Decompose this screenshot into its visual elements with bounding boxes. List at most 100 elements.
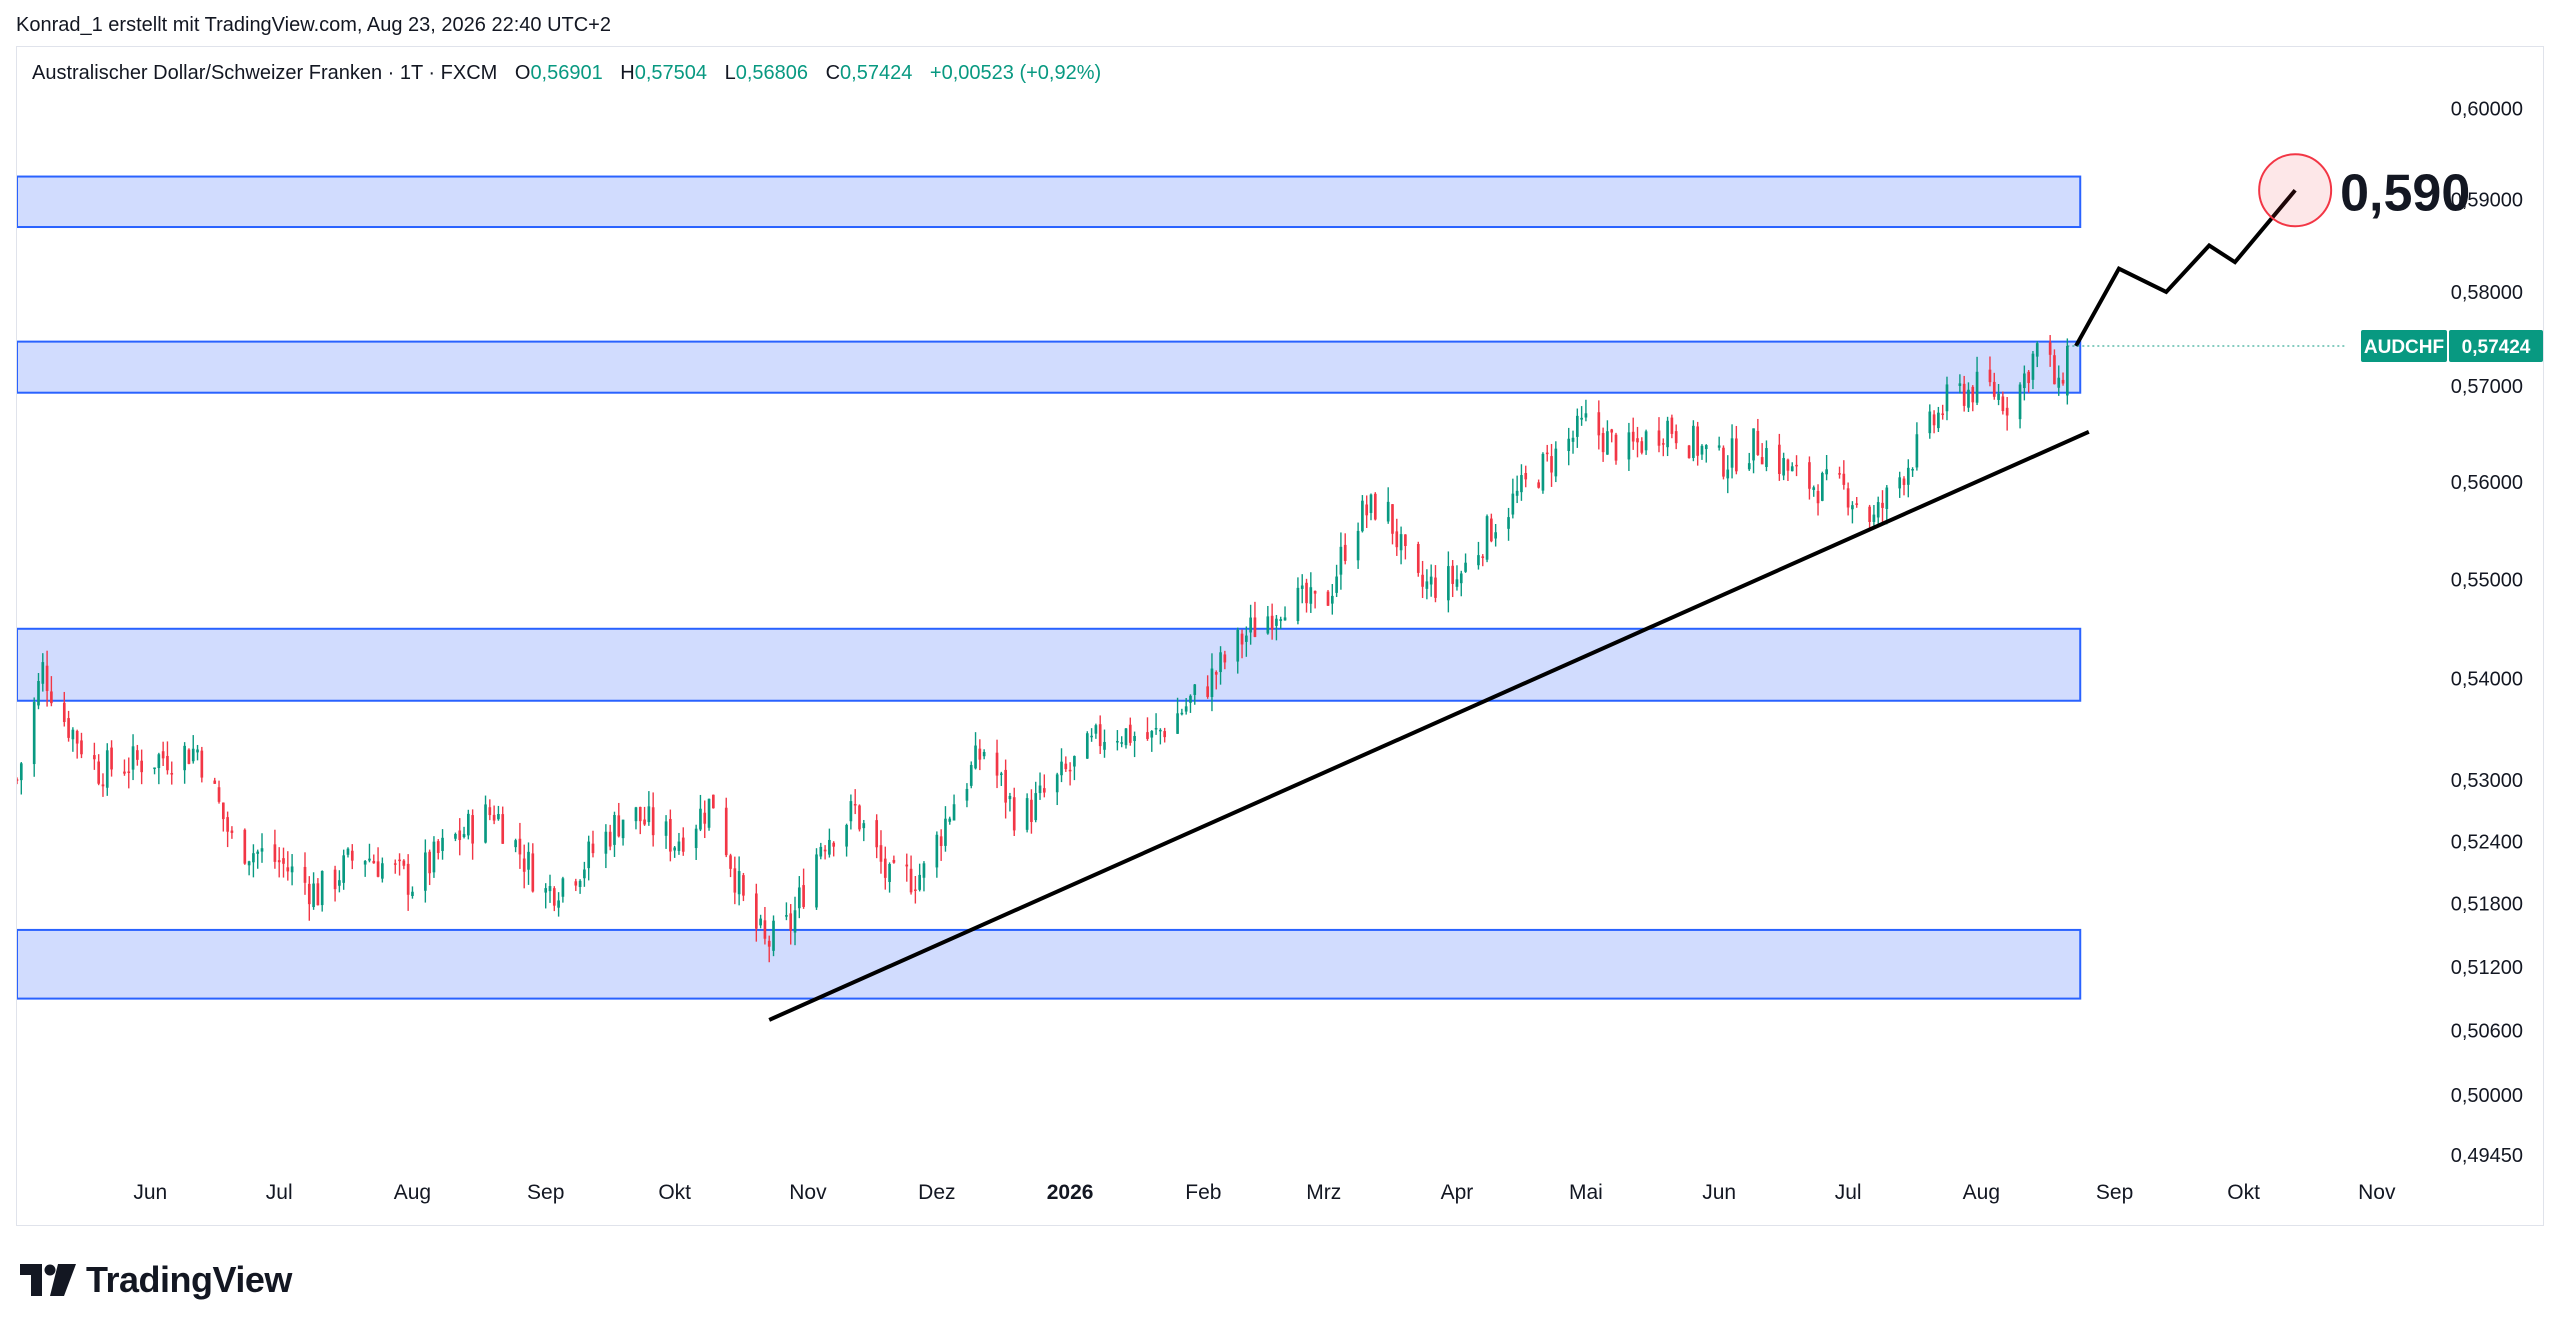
candle-body bbox=[1700, 445, 1704, 455]
candle-body bbox=[1219, 652, 1222, 673]
candle-body bbox=[436, 841, 440, 853]
candle-body bbox=[1404, 534, 1407, 547]
candle-body bbox=[17, 779, 19, 781]
candle-body bbox=[1434, 577, 1437, 598]
candle-body bbox=[712, 794, 715, 809]
candle-body bbox=[312, 883, 315, 908]
candle-body bbox=[724, 807, 728, 856]
candle-body bbox=[1937, 412, 1940, 429]
candle-body bbox=[1554, 448, 1558, 477]
x-axis-tick-label: Apr bbox=[1441, 1181, 1474, 1204]
candle-body bbox=[123, 771, 126, 774]
candle-body bbox=[1343, 544, 1347, 561]
candle-body bbox=[277, 860, 281, 863]
candle-body bbox=[677, 841, 681, 851]
candle-body bbox=[243, 829, 247, 864]
symbol-legend[interactable]: Australischer Dollar/Schweizer Franken ·… bbox=[32, 62, 1101, 85]
tradingview-logo[interactable]: TradingView bbox=[20, 1258, 292, 1302]
chart-panel[interactable]: 0,590 0,60000 0,59000 0,58000 0,57000 0,56000… bbox=[16, 46, 2544, 1226]
candle-body bbox=[316, 883, 320, 906]
candle-body bbox=[454, 834, 457, 839]
candle-body bbox=[737, 871, 741, 895]
candle-body bbox=[1399, 534, 1403, 551]
candle-body bbox=[1730, 438, 1734, 468]
candle-body bbox=[548, 886, 552, 892]
candle-body bbox=[1313, 590, 1317, 594]
candle-body bbox=[1902, 478, 1906, 485]
candle-body bbox=[488, 807, 492, 816]
candle-body bbox=[1717, 445, 1721, 448]
candle-body bbox=[1580, 417, 1583, 420]
candle-body bbox=[441, 837, 444, 851]
candle-body bbox=[402, 860, 406, 866]
price-chart[interactable]: 0,590 0,60000 0,59000 0,58000 0,57000 0,56000… bbox=[17, 47, 2543, 1225]
candle-body bbox=[1765, 448, 1768, 468]
candle-body bbox=[2035, 343, 2039, 357]
y-axis-tick-label: 0,52400 bbox=[2451, 831, 2523, 853]
candle-body bbox=[303, 866, 307, 883]
y-axis-tick-label: 0,53000 bbox=[2451, 770, 2523, 792]
candle-body bbox=[944, 818, 947, 846]
candle-body bbox=[1906, 467, 1910, 485]
candle-body bbox=[793, 910, 797, 933]
candle-body bbox=[1735, 438, 1738, 472]
candle-body bbox=[286, 867, 290, 872]
candle-body bbox=[914, 889, 917, 891]
candle-body bbox=[428, 851, 431, 874]
candle-body bbox=[2018, 384, 2022, 420]
y-axis-tick-label: 0,50600 bbox=[2451, 1021, 2523, 1043]
y-axis-tick-label: 0,51200 bbox=[2451, 957, 2523, 979]
candle-body bbox=[376, 861, 380, 877]
candle-body bbox=[497, 814, 500, 820]
price-tag-symbol: AUDCHF bbox=[2364, 337, 2444, 358]
x-axis-tick-label: Mai bbox=[1569, 1181, 1603, 1204]
candle-body bbox=[561, 878, 565, 897]
candle-body bbox=[608, 831, 612, 847]
y-axis-tick-label: 0,57000 bbox=[2451, 376, 2523, 398]
candle-body bbox=[995, 752, 999, 776]
candle-body bbox=[759, 918, 762, 926]
candle-body bbox=[828, 839, 831, 855]
candle-body bbox=[1601, 433, 1605, 453]
legend-low-label: L bbox=[724, 62, 736, 84]
candle-body bbox=[492, 814, 496, 821]
price-tag-value: 0,57424 bbox=[2462, 337, 2531, 358]
resistance-support-zone bbox=[17, 928, 2082, 1000]
candle-body bbox=[1395, 531, 1399, 548]
candle-body bbox=[1184, 706, 1188, 712]
candle-body bbox=[797, 887, 801, 909]
x-axis-tick-label: Jul bbox=[1835, 1181, 1862, 1204]
candle-body bbox=[1124, 728, 1128, 746]
y-axis-tick-label: 0,49450 bbox=[2451, 1145, 2523, 1167]
candle-body bbox=[1008, 795, 1012, 800]
candle-body bbox=[1464, 562, 1467, 572]
candle-body bbox=[80, 740, 83, 755]
projection-path bbox=[2074, 188, 2297, 347]
candle-body bbox=[892, 859, 896, 863]
candle-body bbox=[1154, 727, 1158, 730]
candle-body bbox=[1524, 473, 1528, 480]
candle-body bbox=[883, 858, 887, 878]
candle-body bbox=[432, 841, 436, 873]
x-axis-tick-label: Mrz bbox=[1306, 1181, 1341, 1204]
candle-body bbox=[101, 784, 105, 787]
candle-body bbox=[514, 840, 517, 848]
x-axis-tick-label: Jul bbox=[266, 1181, 293, 1204]
resistance-support-zone bbox=[17, 340, 2082, 394]
candle-body bbox=[552, 888, 556, 906]
candle-body bbox=[772, 920, 775, 951]
candle-body bbox=[1722, 447, 1725, 477]
candle-body bbox=[1876, 502, 1880, 518]
candle-body bbox=[1116, 741, 1119, 743]
candle-body bbox=[617, 815, 621, 837]
candle-body bbox=[557, 900, 560, 908]
candle-body bbox=[767, 940, 771, 947]
candle-body bbox=[2031, 353, 2035, 380]
candle-body bbox=[290, 866, 294, 873]
x-axis-tick-label: Jun bbox=[133, 1181, 167, 1204]
legend-close-label: C bbox=[825, 62, 841, 84]
candle-body bbox=[699, 808, 702, 830]
candle-body bbox=[1206, 686, 1209, 697]
candle-body bbox=[1064, 763, 1068, 770]
candle-body bbox=[1670, 417, 1674, 434]
